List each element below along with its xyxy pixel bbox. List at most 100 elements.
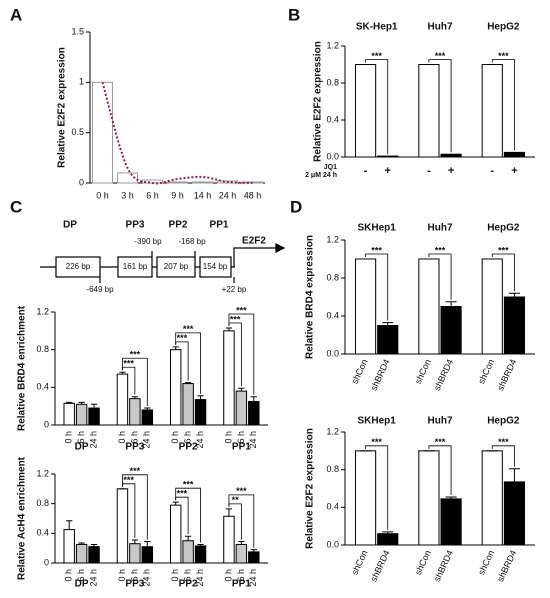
x-tick-label: 0 h [64,431,74,444]
error-bar [90,403,98,409]
error-bar [197,395,204,400]
bar [355,64,377,158]
tss-arrow [233,247,276,267]
significance-label: *** [371,437,382,447]
y-tick-label: 0.5 [71,127,84,137]
significance-bracket [228,494,255,548]
bar [481,450,503,546]
x-tick-label: + [385,165,391,177]
group-label: SKHep1 [357,223,396,234]
bar [169,349,182,426]
error-bar [144,407,151,410]
significance-bracket [428,253,452,300]
error-bar [144,540,151,547]
region-box [156,256,196,278]
x-tick-label: 24 h [219,190,237,200]
bar [481,258,503,355]
bar [182,383,194,426]
y-axis-label: Relative E2F2 expression [305,428,316,549]
x-tick-label: shBRD4 [432,358,455,393]
significance-bracket [491,445,515,467]
group-label: Huh7 [428,22,453,33]
y-axis-label: Relative BRD4 expression [305,235,316,359]
x-tick-label: 0 h [64,569,74,582]
x-tick-label: shCon [349,549,369,577]
significance-bracket [122,474,148,540]
x-tick-label: 24 h [195,431,205,449]
bar [503,151,526,158]
x-tick-label: 6 h [76,431,86,444]
significance-bracket [365,59,389,155]
significance-label: *** [435,51,446,61]
x-tick-label: 24 h [248,431,258,449]
position-label: -390 bp [134,237,162,246]
bar [248,551,260,564]
error-bar [66,520,73,530]
y-tick-label: 0 [44,557,49,567]
position-label: +22 bp [222,285,247,294]
significance-label: *** [230,314,241,324]
y-axis-label: Relative E2F2 expression [313,41,324,162]
significance-label: *** [236,305,247,315]
x-tick-label: shBRD4 [432,549,455,584]
significance-bracket [491,253,515,292]
x-tick-label: 6 h [236,431,246,444]
x-tick-label: shCon [349,358,369,386]
error-bar [131,396,138,399]
region-label: DP [63,220,77,231]
error-bar [78,542,85,545]
error-bar [238,540,245,545]
y-axis-label: Relative BRD4 enrichment [17,305,28,431]
y-tick-label: 0 [79,177,84,187]
bar [167,181,188,184]
bar [116,488,129,564]
significance-label: *** [498,51,509,61]
group-label: HepG2 [487,223,520,234]
bar [377,325,399,355]
bar [440,498,462,546]
error-bar [78,401,85,405]
region-label: PP1 [210,220,229,231]
position-label: -168 bp [178,237,206,246]
bar [440,153,462,158]
y-tick-label: 1.2 [326,426,339,436]
region-box [199,256,232,278]
group-label: PP2 [179,442,198,453]
significance-label: *** [123,359,134,369]
y-tick-label: 0.0 [326,348,339,358]
significance-bracket [175,332,201,394]
bar [169,504,182,564]
significance-label: *** [177,333,188,343]
bar [92,81,113,184]
bar [88,546,100,564]
significance-label: *** [498,437,509,447]
position-label: -649 bp [86,285,114,294]
region-label: PP3 [126,220,145,231]
y-tick-label: 1 [79,77,84,87]
x-tick-label: shBRD4 [368,358,391,393]
x-tick-label: shBRD4 [368,549,391,584]
significance-label: *** [371,51,382,61]
bar [75,403,88,426]
fit-curve [101,82,253,185]
x-tick-label: shCon [413,358,433,386]
error-bar [185,382,192,384]
y-tick-label: 0.8 [326,464,339,474]
error-bar [185,535,192,541]
x-tick-label: 24 h [142,569,152,587]
bar [182,540,194,564]
x-tick-label: 24 h [88,431,98,449]
bar [481,64,503,158]
group-label: DP [75,442,89,453]
group-label: PP3 [125,442,144,453]
x-tick-label: shBRD4 [495,549,518,584]
group-label: PP1 [232,442,251,453]
box-label: 154 bp [203,262,228,271]
error-bar [90,543,98,547]
group-label: PP3 [125,579,144,590]
bar [503,481,526,546]
bar [63,529,75,564]
arrow-head [275,243,286,253]
group-label: Huh7 [428,223,453,234]
y-tick-label: 0.4 [326,114,339,124]
